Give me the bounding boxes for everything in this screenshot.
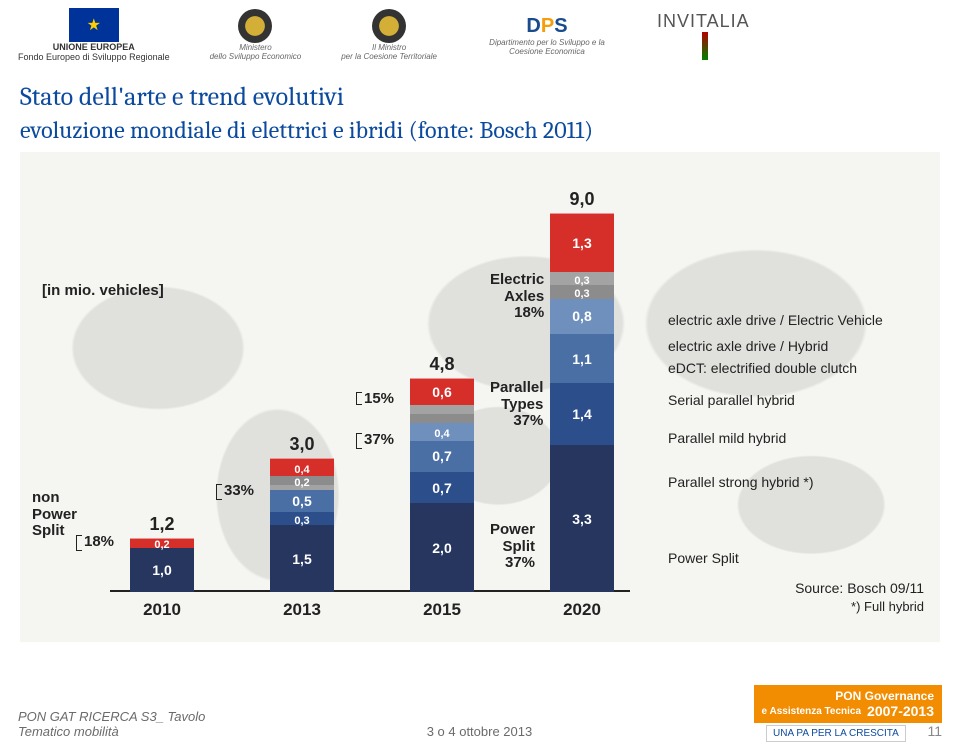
ministero-1: Ministero dello Sviluppo Economico	[210, 9, 302, 61]
min1-b: dello Sviluppo Economico	[210, 52, 302, 61]
x-tick: 2010	[122, 600, 202, 620]
bar-total: 1,2	[130, 514, 194, 535]
x-tick: 2015	[402, 600, 482, 620]
segment-value: 0,2	[270, 477, 334, 489]
dps-sub: Dipartimento per lo Sviluppo e la Coesio…	[477, 38, 617, 56]
page-subtitle: evoluzione mondiale di elettrici e ibrid…	[0, 116, 960, 152]
chart-note: *) Full hybrid	[851, 599, 924, 614]
legend-item: Power Split	[668, 550, 928, 566]
footer-center: 3 o 4 ottobre 2013	[427, 724, 533, 739]
bar-total: 4,8	[410, 354, 474, 375]
segment-value: 0,8	[550, 308, 614, 324]
eu-label-2: Fondo Europeo di Sviluppo Regionale	[18, 52, 170, 62]
electric-axles-label: ElectricAxles18%	[490, 272, 544, 322]
eu-label-1: UNIONE EUROPEA	[53, 42, 135, 52]
segment-value: 1,5	[270, 551, 334, 567]
page-number: 11	[927, 723, 942, 739]
page-title: Stato dell'arte e trend evolutivi	[0, 70, 960, 116]
invitalia-text: INVITALIA	[657, 11, 750, 32]
bracket-pct: 33%	[224, 482, 254, 502]
min2-b: per la Coesione Territoriale	[341, 52, 437, 61]
header-logos: ★ UNIONE EUROPEA Fondo Europeo di Svilup…	[0, 0, 960, 70]
segment-value: 3,3	[550, 511, 614, 527]
emblem-icon	[372, 9, 406, 43]
dps-logo: DPS Dipartimento per lo Sviluppo e la Co…	[477, 15, 617, 56]
bracket-pct: 18%	[84, 533, 114, 553]
min1-a: Ministero	[239, 43, 271, 52]
pon-badge: PON Governance e Assistenza Tecnica 2007…	[754, 685, 942, 723]
plot-area: 1,00,21,2201018%1,50,30,50,20,43,0201333…	[110, 192, 630, 592]
footer: PON GAT RICERCA S3_ TavoloTematico mobil…	[0, 685, 960, 739]
segment-value: 0,3	[270, 515, 334, 527]
bar-segment	[410, 413, 474, 423]
emblem-icon	[238, 9, 272, 43]
legend-item: electric axle drive / Hybrid	[668, 338, 928, 354]
segment-value: 0,5	[270, 493, 334, 509]
eu-logo: ★ UNIONE EUROPEA Fondo Europeo di Svilup…	[18, 8, 170, 62]
non-power-split-label: nonPowerSplit	[32, 490, 77, 540]
chart-source: Source: Bosch 09/11	[795, 580, 924, 596]
pon-sub: UNA PA PER LA CRESCITA	[766, 725, 906, 742]
legend-item: Serial parallel hybrid	[668, 392, 928, 408]
chart: [in mio. vehicles] 1,00,21,2201018%1,50,…	[20, 152, 940, 642]
segment-value: 1,4	[550, 406, 614, 422]
footer-right: PON Governance e Assistenza Tecnica 2007…	[754, 685, 942, 739]
segment-value: 1,1	[550, 351, 614, 367]
min2-a: Il Ministro	[372, 43, 406, 52]
legend-item: Parallel strong hybrid *)	[668, 474, 928, 490]
segment-value: 0,3	[550, 275, 614, 287]
segment-value: 0,2	[130, 539, 194, 551]
x-tick: 2020	[542, 600, 622, 620]
segment-value: 1,0	[130, 562, 194, 578]
ministero-2: Il Ministro per la Coesione Territoriale	[341, 9, 437, 61]
parallel-types-label: ParallelTypes37%	[490, 380, 543, 430]
legend-item: eDCT: electrified double clutch	[668, 360, 928, 376]
segment-value: 1,3	[550, 235, 614, 251]
segment-value: 0,7	[410, 480, 474, 496]
invitalia-logo: INVITALIA	[657, 11, 750, 60]
bracket-pct-top: 15%	[364, 390, 394, 407]
legend-item: electric axle drive / Electric Vehicle	[668, 312, 928, 328]
segment-value: 0,4	[270, 464, 334, 476]
footer-left: PON GAT RICERCA S3_ TavoloTematico mobil…	[18, 709, 205, 739]
legend-item: Parallel mild hybrid	[668, 430, 928, 446]
bracket-pct: 37%	[364, 431, 394, 451]
segment-value: 0,3	[550, 288, 614, 300]
segment-value: 2,0	[410, 540, 474, 556]
bar-total: 3,0	[270, 434, 334, 455]
bar-segment	[410, 404, 474, 414]
segment-value: 0,4	[410, 428, 474, 440]
eu-flag-icon: ★	[69, 8, 119, 42]
segment-value: 0,6	[410, 384, 474, 400]
power-split-bracket-label: PowerSplit37%	[490, 522, 535, 572]
x-tick: 2013	[262, 600, 342, 620]
segment-value: 0,7	[410, 448, 474, 464]
bar-total: 9,0	[550, 189, 614, 210]
legend: electric axle drive / Electric Vehicle e…	[668, 302, 928, 576]
